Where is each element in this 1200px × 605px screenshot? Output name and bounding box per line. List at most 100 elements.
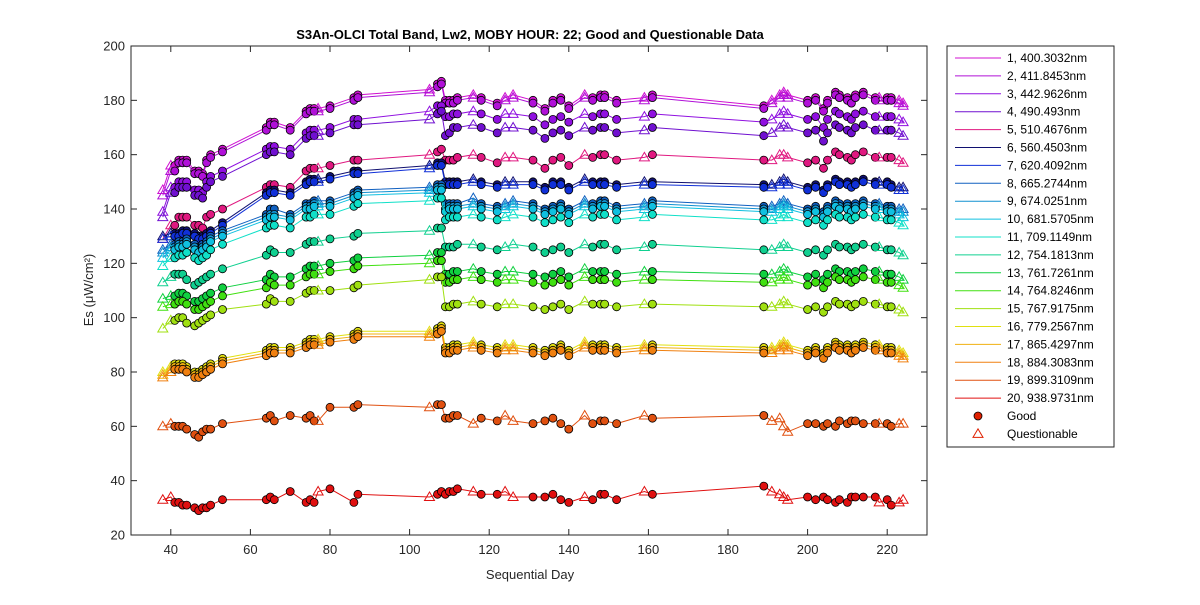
questionable-point (467, 208, 480, 219)
good-point (285, 348, 295, 358)
good-point (452, 411, 462, 420)
questionable-point (507, 121, 519, 132)
good-point (528, 155, 538, 165)
legend-label: 13, 761.7261nm (1007, 266, 1094, 280)
good-point (476, 275, 486, 285)
good-point (476, 242, 486, 252)
good-point (548, 115, 558, 124)
questionable-point (499, 200, 511, 211)
good-point (886, 215, 896, 225)
questionable-point (312, 175, 324, 186)
questionable-point (777, 338, 790, 349)
questionable-point (638, 241, 651, 251)
good-point (182, 424, 192, 434)
x-tick-label: 80 (323, 542, 337, 557)
good-point (325, 234, 335, 244)
questionable-point (156, 322, 169, 333)
good-point (548, 489, 558, 499)
questionable-point (156, 366, 169, 376)
good-point (325, 209, 335, 219)
questionable-point (499, 338, 511, 349)
good-point (858, 120, 868, 130)
questionable-point (781, 91, 794, 102)
questionable-point (578, 197, 591, 208)
questionable-point (507, 175, 519, 186)
good-point (823, 269, 832, 279)
questionable-point (765, 341, 778, 352)
good-point (218, 495, 227, 505)
good-point (759, 215, 769, 225)
good-point (564, 280, 574, 290)
questionable-point (781, 425, 794, 436)
questionable-point (781, 107, 794, 118)
good-point (476, 345, 486, 355)
legend-item: 12, 754.1813nm (955, 248, 1094, 262)
good-point (206, 500, 216, 510)
questionable-point (765, 347, 778, 357)
legend-good-marker (973, 411, 983, 421)
good-point (759, 269, 769, 279)
questionable-point (499, 485, 511, 496)
good-point (540, 272, 550, 282)
questionable-point (873, 211, 886, 222)
questionable-point (777, 105, 790, 116)
good-point (325, 267, 335, 276)
questionable-point (467, 338, 480, 349)
questionable-point (507, 194, 519, 205)
questionable-point (765, 243, 778, 254)
questionable-point (893, 303, 905, 314)
y-tick-label: 160 (103, 147, 125, 162)
questionable-point (499, 298, 511, 309)
y-tick-label: 100 (103, 310, 125, 325)
good-point (452, 484, 462, 494)
good-point (612, 115, 621, 124)
good-point (648, 201, 657, 211)
questionable-point (467, 148, 480, 159)
legend-label: 15, 767.9175nm (1007, 302, 1094, 316)
x-tick-label: 160 (638, 542, 660, 557)
good-point (206, 424, 216, 434)
good-point (759, 348, 769, 358)
questionable-point (638, 485, 651, 496)
x-tick-label: 200 (797, 542, 819, 557)
good-point (811, 302, 820, 312)
questionable-point (781, 121, 794, 132)
y-tick-label: 180 (103, 93, 125, 108)
legend-item: 5, 510.4676nm (955, 123, 1087, 137)
good-point (198, 193, 208, 203)
questionable-point (467, 197, 480, 208)
good-point (528, 125, 538, 135)
questionable-point (897, 352, 909, 363)
good-point (759, 481, 769, 491)
questionable-point (897, 306, 909, 317)
questionable-point (312, 124, 324, 135)
good-point (206, 245, 216, 255)
good-point (835, 150, 844, 160)
questionable-point (638, 91, 651, 102)
good-point (851, 109, 860, 119)
good-point (811, 245, 820, 255)
good-point (564, 351, 574, 361)
y-tick-label: 120 (103, 256, 125, 271)
questionable-point (897, 99, 909, 110)
good-point (206, 237, 216, 247)
questionable-point (156, 493, 169, 504)
chart-title: S3An-OLCI Total Band, Lw2, MOBY HOUR: 22… (296, 27, 764, 42)
questionable-point (777, 88, 790, 99)
questionable-point (893, 279, 905, 290)
questionable-point (893, 97, 905, 108)
questionable-point (423, 181, 436, 192)
good-point (218, 419, 227, 429)
good-point (811, 182, 820, 192)
good-point (452, 267, 462, 276)
good-point (648, 489, 657, 499)
good-point (564, 161, 574, 170)
good-point (436, 256, 446, 266)
good-point (600, 209, 609, 219)
questionable-point (467, 238, 480, 249)
questionable-point (507, 197, 519, 208)
questionable-point (897, 493, 909, 504)
questionable-point (638, 298, 651, 309)
good-point (548, 413, 558, 423)
good-point (548, 98, 558, 108)
